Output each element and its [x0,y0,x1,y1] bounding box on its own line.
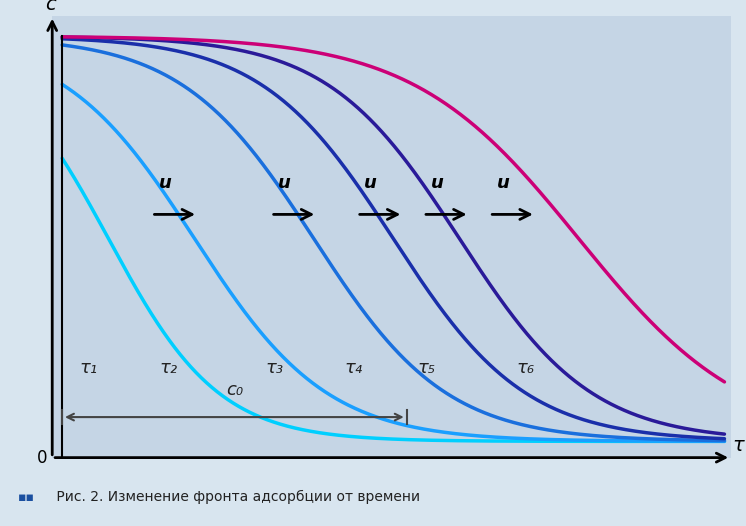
Text: τ: τ [733,436,745,455]
Text: u: u [159,174,172,192]
Text: Рис. 2. Изменение фронта адсорбции от времени: Рис. 2. Изменение фронта адсорбции от вр… [52,490,420,504]
Text: ▪▪: ▪▪ [18,491,34,503]
Text: u: u [278,174,291,192]
Text: c: c [45,0,56,14]
Text: c₀: c₀ [226,381,243,399]
Text: τ₃: τ₃ [265,359,283,378]
Text: u: u [497,174,510,192]
Text: τ₄: τ₄ [345,359,363,378]
Text: τ₅: τ₅ [417,359,436,378]
Text: τ₆: τ₆ [517,359,535,378]
Text: τ₁: τ₁ [80,359,98,378]
Text: τ₂: τ₂ [159,359,178,378]
Text: u: u [364,174,377,192]
Text: u: u [430,174,443,192]
Text: 0: 0 [37,449,48,467]
